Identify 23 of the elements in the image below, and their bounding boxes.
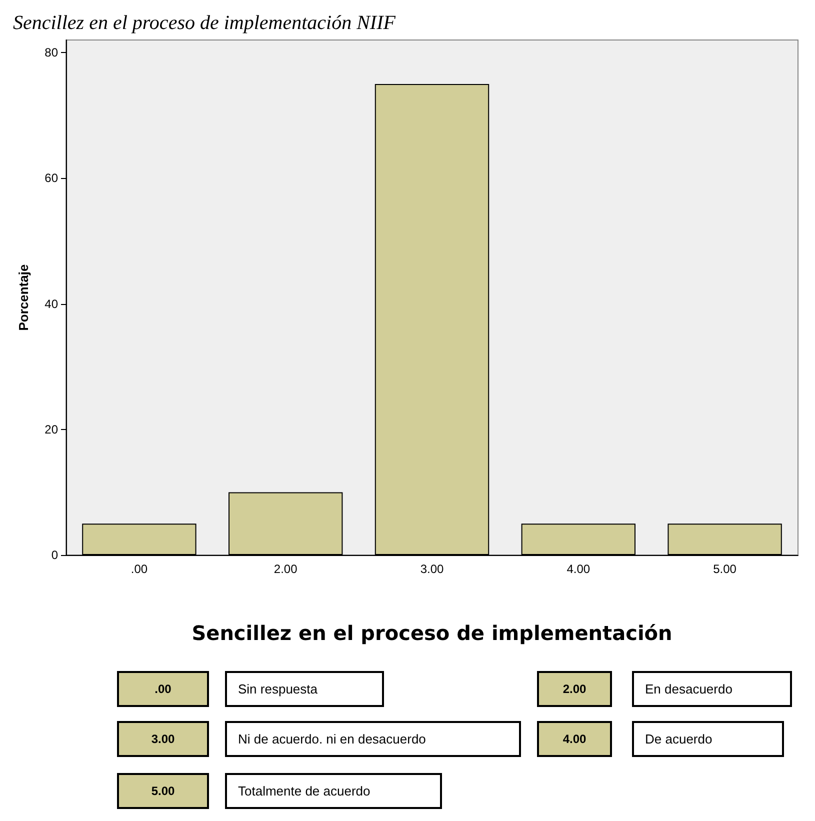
text: De acuerdo <box>645 732 712 746</box>
y-axis-title: Porcentaje <box>16 264 31 331</box>
text: Totalmente de acuerdo <box>238 784 370 798</box>
y-tick-label: 0 <box>51 548 58 562</box>
y-tick-label: 80 <box>44 46 58 60</box>
x-tick-label: 3.00 <box>420 562 444 576</box>
text: En desacuerdo <box>645 682 732 696</box>
x-tick-label: 2.00 <box>274 562 298 576</box>
x-axis-title: Sencillez en el proceso de implementación <box>192 621 672 645</box>
chart-title: Sencillez en el proceso de implementación NIIF <box>13 12 396 34</box>
text: 5.00 <box>151 784 175 798</box>
y-tick-label: 40 <box>44 296 58 311</box>
text: Ni de acuerdo. ni en desacuerdo <box>238 732 426 746</box>
text: .00 <box>154 682 172 696</box>
x-tick-label: 5.00 <box>713 562 737 576</box>
y-tick-label: 60 <box>44 171 58 186</box>
y-tick-label: 20 <box>44 422 58 436</box>
x-tick-label: .00 <box>130 562 148 576</box>
x-tick-label: 4.00 <box>566 562 590 576</box>
text: 2.00 <box>562 682 586 696</box>
text: 4.00 <box>562 732 586 746</box>
text: 3.00 <box>151 732 175 746</box>
text: Sin respuesta <box>238 682 318 696</box>
